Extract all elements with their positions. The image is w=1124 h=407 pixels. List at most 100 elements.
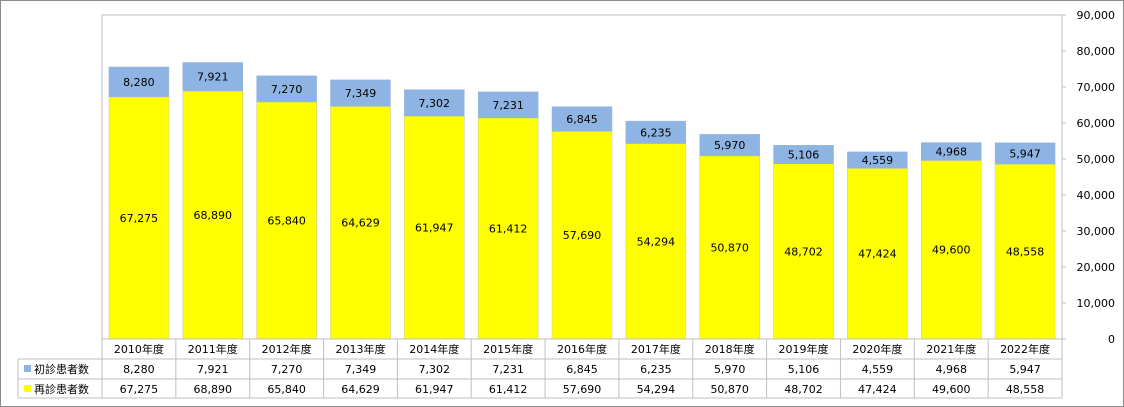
- bar-segment-first-visit: [847, 151, 908, 169]
- data-label-first-visit: 7,921: [197, 71, 229, 84]
- table-cell-value: 68,890: [194, 383, 233, 396]
- y-tick-label: 60,000: [1077, 117, 1116, 130]
- y-tick-label: 40,000: [1077, 189, 1116, 202]
- data-label-revisit: 54,294: [637, 235, 676, 248]
- bar-segment-revisit: [477, 117, 539, 340]
- bar-segment-first-visit: [330, 79, 391, 107]
- bar-segment-first-visit: [404, 89, 465, 117]
- y-tick-label: 70,000: [1077, 81, 1116, 94]
- legend-key: [24, 385, 31, 392]
- y-tick-label: 30,000: [1077, 225, 1116, 238]
- table-cell-value: 49,600: [932, 383, 971, 396]
- table-cell-value: 5,106: [788, 363, 820, 376]
- table-cell-value: 67,275: [120, 383, 159, 396]
- bar-segment-first-visit: [108, 66, 170, 98]
- table-cell-value: 8,280: [123, 363, 155, 376]
- data-label-revisit: 67,275: [120, 212, 159, 225]
- table-cell-value: 54,294: [637, 383, 676, 396]
- y-tick-label: 20,000: [1077, 261, 1116, 274]
- x-category-label: 2016年度: [557, 342, 607, 356]
- table-cell-value: 61,947: [415, 383, 454, 396]
- data-label-first-visit: 6,845: [566, 113, 598, 126]
- data-label-first-visit: 6,235: [640, 126, 672, 139]
- legend-label: 再診患者数: [34, 382, 89, 396]
- x-category-label: 2010年度: [114, 342, 164, 356]
- x-category-label: 2012年度: [262, 342, 312, 356]
- x-category-label: 2022年度: [1000, 342, 1050, 356]
- y-tick-label: 10,000: [1077, 297, 1116, 310]
- data-label-revisit: 64,629: [341, 217, 380, 230]
- data-label-first-visit: 5,106: [788, 148, 820, 161]
- table-cell-value: 50,870: [710, 383, 749, 396]
- bar-segment-revisit: [699, 155, 760, 340]
- x-category-label: 2018年度: [705, 342, 755, 356]
- bar-segment-first-visit: [920, 142, 982, 161]
- x-category-label: 2011年度: [188, 342, 238, 356]
- bar-segment-first-visit: [994, 142, 1056, 165]
- bar-segment-revisit: [182, 90, 244, 340]
- bar-segment-revisit: [404, 115, 465, 340]
- x-category-label: 2013年度: [335, 342, 385, 356]
- data-label-first-visit: 4,559: [862, 154, 894, 167]
- data-label-first-visit: 7,302: [419, 97, 451, 110]
- data-label-revisit: 48,702: [784, 245, 823, 258]
- bar-segment-revisit: [920, 160, 982, 340]
- bar-segment-first-visit: [551, 106, 613, 132]
- x-category-label: 2020年度: [852, 342, 902, 356]
- bar-segment-revisit: [625, 143, 687, 340]
- bar-segment-revisit: [773, 163, 834, 340]
- legend-label: 初診患者数: [34, 362, 89, 376]
- table-cell-value: 61,412: [489, 383, 528, 396]
- data-label-first-visit: 7,270: [271, 83, 303, 96]
- table-cell-value: 47,424: [858, 383, 897, 396]
- data-label-revisit: 48,558: [1006, 246, 1045, 259]
- table-cell-value: 7,349: [345, 363, 377, 376]
- table-cell-value: 65,840: [267, 383, 306, 396]
- bar-segment-first-visit: [256, 75, 317, 103]
- table-cell-value: 5,970: [714, 363, 746, 376]
- y-tick-label: 50,000: [1077, 153, 1116, 166]
- table-cell-value: 4,559: [862, 363, 894, 376]
- data-label-revisit: 68,890: [194, 209, 233, 222]
- y-tick-label: 0: [1108, 333, 1115, 346]
- data-label-first-visit: 8,280: [123, 76, 155, 89]
- data-label-revisit: 61,947: [415, 221, 454, 234]
- data-label-first-visit: 4,968: [935, 145, 967, 158]
- x-category-label: 2015年度: [483, 342, 533, 356]
- bar-segment-first-visit: [625, 120, 687, 144]
- data-label-first-visit: 5,947: [1009, 147, 1041, 160]
- y-tick-label: 90,000: [1077, 9, 1116, 22]
- data-label-revisit: 50,870: [710, 241, 749, 254]
- table-cell-value: 48,558: [1006, 383, 1045, 396]
- bar-segment-revisit: [994, 163, 1056, 340]
- table-cell-value: 5,947: [1009, 363, 1041, 376]
- bar-segment-revisit: [330, 106, 391, 340]
- table-cell-value: 7,231: [492, 363, 524, 376]
- table-cell-value: 7,302: [419, 363, 451, 376]
- data-label-revisit: 57,690: [563, 229, 602, 242]
- data-label-first-visit: 5,970: [714, 139, 746, 152]
- bar-segment-first-visit: [773, 145, 834, 164]
- table-cell-value: 64,629: [341, 383, 380, 396]
- bar-segment-first-visit: [477, 91, 539, 119]
- table-cell-value: 6,845: [566, 363, 598, 376]
- x-category-label: 2021年度: [926, 342, 976, 356]
- x-category-label: 2014年度: [409, 342, 459, 356]
- table-cell-value: 48,702: [784, 383, 823, 396]
- data-label-revisit: 65,840: [267, 214, 306, 227]
- bar-segment-revisit: [551, 131, 613, 340]
- table-cell-value: 4,968: [935, 363, 967, 376]
- data-label-revisit: 47,424: [858, 248, 897, 261]
- table-cell-value: 6,235: [640, 363, 672, 376]
- data-label-first-visit: 7,349: [345, 87, 377, 100]
- table-cell-value: 57,690: [563, 383, 602, 396]
- data-label-revisit: 49,600: [932, 244, 971, 257]
- table-cell-value: 7,921: [197, 363, 229, 376]
- x-category-label: 2019年度: [779, 342, 829, 356]
- bar-segment-first-visit: [699, 134, 760, 157]
- x-category-label: 2017年度: [631, 342, 681, 356]
- bar-segment-first-visit: [182, 62, 244, 92]
- bar-segment-revisit: [108, 96, 170, 340]
- table-cell-value: 7,270: [271, 363, 303, 376]
- bar-segment-revisit: [847, 168, 908, 340]
